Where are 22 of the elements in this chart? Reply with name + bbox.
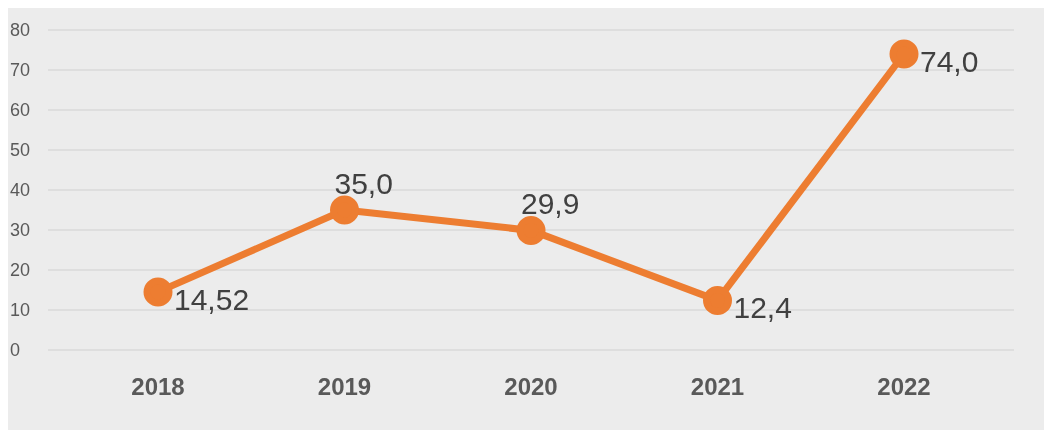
x-tick-label: 2020 bbox=[504, 373, 558, 401]
data-label: 14,52 bbox=[174, 282, 250, 316]
y-tick-label: 10 bbox=[10, 300, 31, 321]
point bbox=[889, 39, 919, 69]
y-tick-label: 80 bbox=[10, 20, 31, 41]
data-label: 74,0 bbox=[920, 45, 979, 78]
y-tick-label: 40 bbox=[10, 180, 31, 201]
data-label: 35,0 bbox=[334, 167, 393, 200]
y-tick-label: 20 bbox=[10, 260, 31, 281]
y-tick-label: 0 bbox=[10, 340, 21, 361]
y-tick-label: 50 bbox=[10, 140, 31, 161]
point bbox=[143, 277, 173, 307]
y-tick-label: 60 bbox=[10, 100, 31, 121]
data-label: 29,9 bbox=[521, 187, 580, 221]
y-tick-label: 70 bbox=[10, 60, 31, 81]
x-tick-label: 2022 bbox=[877, 373, 931, 401]
x-tick-label: 2019 bbox=[317, 373, 372, 401]
y-tick-label: 30 bbox=[10, 220, 31, 241]
point bbox=[703, 285, 732, 315]
x-tick-label: 2018 bbox=[131, 373, 185, 401]
x-tick-label: 2021 bbox=[690, 373, 745, 401]
data-label: 12,4 bbox=[733, 291, 792, 325]
